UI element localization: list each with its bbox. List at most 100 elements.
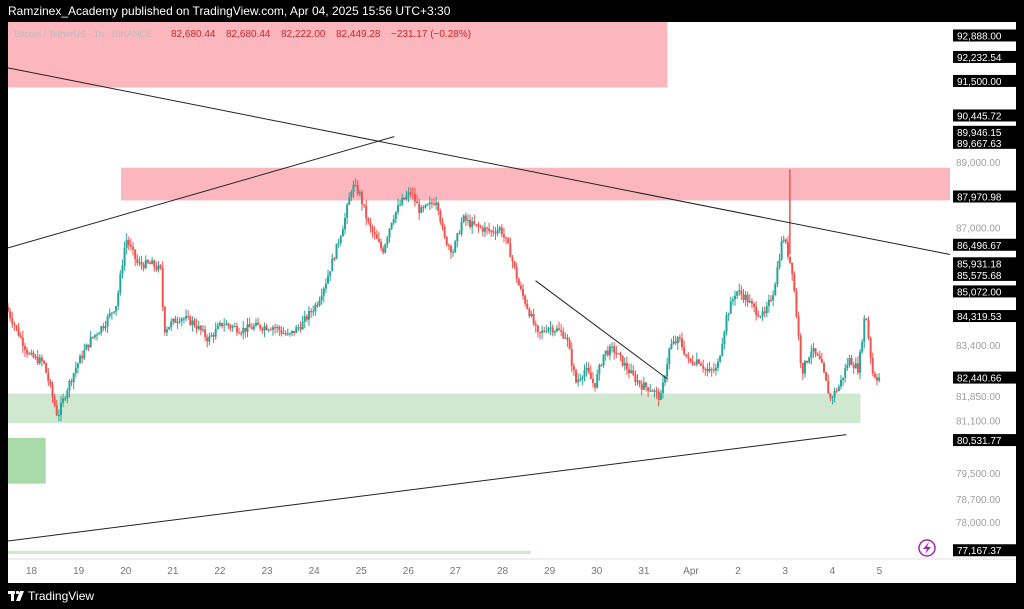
- price-label[interactable]: 86,496.67: [953, 238, 1016, 252]
- candle: [83, 343, 86, 360]
- candle: [466, 214, 469, 226]
- price-label[interactable]: 84,319.53: [953, 310, 1016, 323]
- candle: [238, 328, 241, 334]
- svg-text:85,575.68: 85,575.68: [957, 271, 1002, 282]
- candle: [803, 359, 806, 378]
- candle: [38, 354, 41, 366]
- candle: [685, 354, 688, 358]
- candle: [64, 396, 67, 402]
- candle: [816, 352, 819, 357]
- candle: [689, 358, 692, 364]
- candle: [767, 294, 770, 313]
- time-axis[interactable]: 18 19 20 21 22 23 24 25 26 27 28 29 30 31 Apr 2 3 4 5: [26, 566, 883, 577]
- candle: [572, 363, 575, 376]
- candle: [430, 198, 433, 209]
- candle: [365, 199, 368, 226]
- candle: [307, 305, 310, 326]
- candle: [305, 314, 308, 323]
- price-label[interactable]: 91,500.00: [953, 74, 1016, 88]
- price-label[interactable]: 92,888.00: [953, 29, 1016, 42]
- trendline-0[interactable]: [8, 67, 951, 255]
- candle: [214, 322, 217, 340]
- candle: [210, 332, 213, 338]
- candle: [575, 368, 578, 384]
- candle: [772, 290, 775, 307]
- candle: [659, 389, 662, 401]
- legend-low: 82,222.00: [281, 29, 326, 40]
- svg-text:87,970.98: 87,970.98: [957, 192, 1002, 203]
- trendline-2[interactable]: [8, 434, 847, 542]
- candle: [312, 305, 315, 317]
- price-label[interactable]: 85,575.68: [953, 268, 1016, 282]
- candle: [839, 374, 842, 390]
- zone-support-4[interactable]: [8, 550, 531, 555]
- candle: [138, 256, 141, 267]
- candle: [252, 323, 255, 332]
- trendline-3[interactable]: [535, 280, 668, 380]
- candle: [517, 277, 520, 286]
- price-axis[interactable]: 89,000.00 87,000.00 83,400.00 81,850.00 81,1…: [953, 29, 1016, 557]
- candle: [81, 350, 84, 364]
- candle: [375, 229, 378, 240]
- candle: [674, 335, 677, 346]
- candle: [13, 321, 16, 331]
- candle: [683, 340, 686, 356]
- svg-text:91,500.00: 91,500.00: [957, 77, 1002, 88]
- price-chart[interactable]: Bitcoin / TetherUS · 1h · BINANCE 82,680…: [8, 22, 1016, 583]
- price-label[interactable]: 80,531.77: [953, 434, 1016, 447]
- zone-support-2[interactable]: [8, 393, 861, 424]
- candle: [850, 354, 853, 366]
- price-label[interactable]: 85,931.18: [953, 257, 1016, 270]
- zone-resistance-1[interactable]: [121, 167, 951, 201]
- price-label[interactable]: 77,167.37: [953, 544, 1016, 557]
- tradingview-brand[interactable]: TradingView: [28, 589, 95, 603]
- candle: [89, 330, 92, 349]
- candle: [818, 350, 821, 360]
- price-label[interactable]: 90,445.72: [953, 109, 1016, 122]
- candle: [212, 332, 215, 344]
- trendline-1[interactable]: [8, 136, 395, 249]
- candle: [104, 320, 107, 332]
- candle: [53, 393, 56, 408]
- candle: [119, 270, 122, 296]
- candle: [235, 322, 238, 336]
- candle: [615, 345, 618, 359]
- candle: [585, 361, 588, 377]
- candle: [377, 231, 380, 243]
- candle: [47, 367, 50, 386]
- candle: [108, 308, 111, 319]
- chart-background: [8, 22, 1016, 583]
- candle: [786, 235, 789, 260]
- candle: [371, 224, 374, 238]
- price-label[interactable]: 85,072.00: [953, 285, 1016, 298]
- candle: [486, 226, 489, 235]
- candle: [583, 364, 586, 382]
- price-label[interactable]: 82,440.66: [953, 371, 1016, 385]
- candle: [611, 342, 614, 353]
- price-label[interactable]: 89,667.63: [953, 136, 1016, 150]
- candle: [87, 344, 90, 351]
- candle: [778, 253, 781, 270]
- candle: [562, 327, 565, 340]
- candle: [153, 259, 156, 272]
- candle: [496, 224, 499, 237]
- tradingview-logo-icon[interactable]: [8, 589, 24, 603]
- candle: [490, 229, 493, 237]
- candle: [170, 318, 173, 331]
- price-label[interactable]: 92,232.54: [953, 50, 1016, 64]
- candle: [452, 249, 455, 257]
- candle: [178, 317, 181, 324]
- candle: [49, 378, 52, 388]
- zone-support_dark-3[interactable]: [8, 437, 46, 484]
- candle: [303, 310, 306, 329]
- footer-bar: TradingView: [0, 583, 1024, 609]
- price-label[interactable]: 87,970.98: [953, 190, 1016, 203]
- flash-icon[interactable]: [918, 539, 936, 557]
- candle: [740, 285, 743, 301]
- candle: [159, 264, 162, 271]
- candle: [388, 228, 391, 243]
- zone-resistance-0[interactable]: [8, 22, 668, 88]
- time-tick-label: 27: [450, 566, 462, 577]
- price-label[interactable]: 89,946.15: [953, 125, 1016, 139]
- candle: [337, 238, 340, 249]
